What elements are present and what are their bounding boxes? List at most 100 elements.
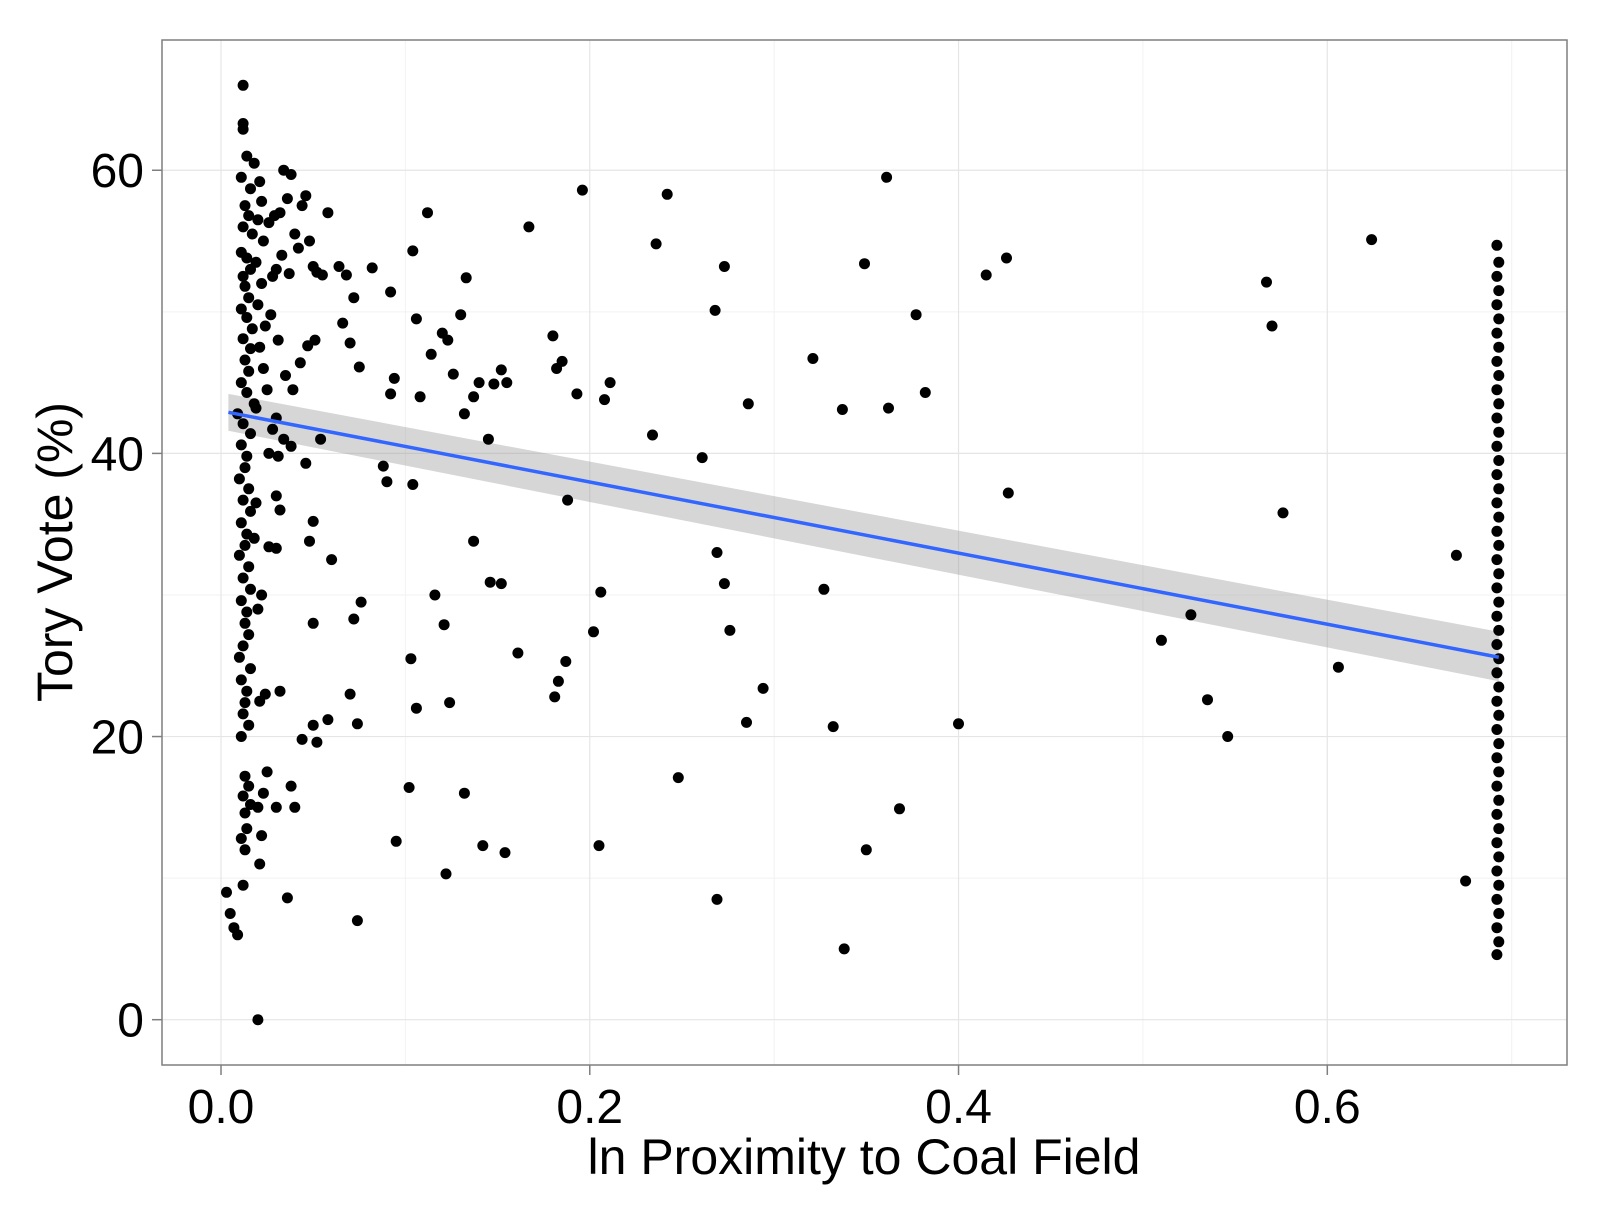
data-point — [1491, 780, 1503, 792]
data-point — [239, 280, 251, 292]
data-point — [447, 368, 459, 380]
data-point — [1491, 355, 1503, 367]
data-point — [270, 801, 282, 813]
data-point — [285, 169, 297, 180]
data-point — [232, 929, 244, 941]
data-point — [512, 647, 524, 659]
data-point — [1185, 609, 1197, 621]
data-point — [270, 490, 282, 502]
data-point — [261, 766, 273, 778]
data-point — [235, 377, 247, 389]
data-point — [1491, 865, 1503, 877]
data-point — [1277, 507, 1289, 519]
data-point — [672, 772, 684, 784]
x-axis-title: ln Proximity to Coal Field — [588, 1129, 1141, 1185]
data-point — [254, 858, 266, 870]
data-point — [237, 708, 249, 720]
data-point — [442, 334, 454, 346]
data-point — [1493, 398, 1505, 410]
data-point — [292, 242, 304, 254]
data-point — [562, 494, 574, 506]
data-point — [599, 394, 610, 406]
data-point — [283, 268, 295, 280]
data-point — [344, 337, 356, 349]
data-point — [1493, 313, 1505, 325]
data-point — [252, 603, 264, 615]
data-point — [1493, 426, 1505, 438]
data-point — [468, 535, 480, 547]
data-point — [377, 460, 389, 472]
data-point — [285, 440, 297, 452]
data-point — [340, 269, 352, 281]
data-point — [326, 554, 338, 566]
data-point — [281, 892, 293, 904]
data-point — [1493, 624, 1505, 636]
data-point — [458, 408, 470, 420]
data-point — [250, 256, 262, 268]
data-point — [482, 433, 494, 445]
data-point — [256, 278, 268, 289]
data-point — [256, 589, 268, 601]
data-point — [1491, 440, 1503, 452]
data-point — [235, 674, 247, 686]
data-point — [444, 697, 456, 709]
data-point — [241, 252, 253, 264]
data-point — [252, 801, 264, 813]
data-point — [1491, 384, 1503, 396]
data-point — [239, 200, 251, 212]
data-point — [235, 517, 247, 529]
data-point — [1493, 285, 1505, 297]
data-point — [272, 450, 284, 462]
data-point — [1202, 694, 1213, 706]
data-point — [243, 780, 255, 792]
data-point — [233, 549, 245, 561]
data-point — [1491, 667, 1503, 679]
data-point — [235, 439, 247, 451]
data-point — [910, 309, 922, 321]
data-point — [757, 682, 769, 694]
data-point — [241, 823, 253, 835]
data-point — [381, 476, 393, 488]
data-point — [265, 309, 277, 321]
data-point — [245, 428, 256, 440]
plot-background — [162, 40, 1567, 1065]
data-point — [245, 663, 256, 675]
data-point — [300, 190, 312, 202]
data-point — [696, 452, 708, 464]
data-point — [267, 423, 279, 435]
data-point — [353, 361, 365, 373]
data-point — [1491, 949, 1503, 961]
x-tick-label: 0.6 — [1294, 1081, 1361, 1134]
data-point — [235, 833, 247, 844]
data-point — [243, 561, 255, 573]
data-point — [1493, 851, 1505, 863]
data-point — [348, 613, 360, 625]
data-point — [1491, 837, 1503, 849]
data-point — [458, 787, 470, 799]
data-point — [257, 363, 269, 374]
data-point — [237, 572, 249, 584]
data-point — [429, 589, 441, 601]
data-point — [1491, 893, 1503, 905]
data-point — [239, 770, 251, 782]
data-point — [289, 228, 301, 240]
data-point — [237, 221, 249, 233]
data-point — [256, 195, 268, 207]
data-point — [1491, 525, 1503, 537]
data-point — [1491, 327, 1503, 339]
data-point — [257, 235, 269, 247]
data-point — [316, 269, 328, 281]
data-point — [477, 840, 489, 852]
data-point — [1493, 766, 1505, 778]
data-point — [351, 915, 363, 927]
data-point — [1450, 549, 1462, 561]
data-point — [237, 494, 249, 506]
data-point — [410, 313, 422, 325]
data-point — [1366, 234, 1378, 246]
data-point — [1493, 681, 1505, 693]
data-point — [460, 272, 472, 284]
data-point — [237, 790, 249, 802]
data-point — [742, 398, 754, 410]
